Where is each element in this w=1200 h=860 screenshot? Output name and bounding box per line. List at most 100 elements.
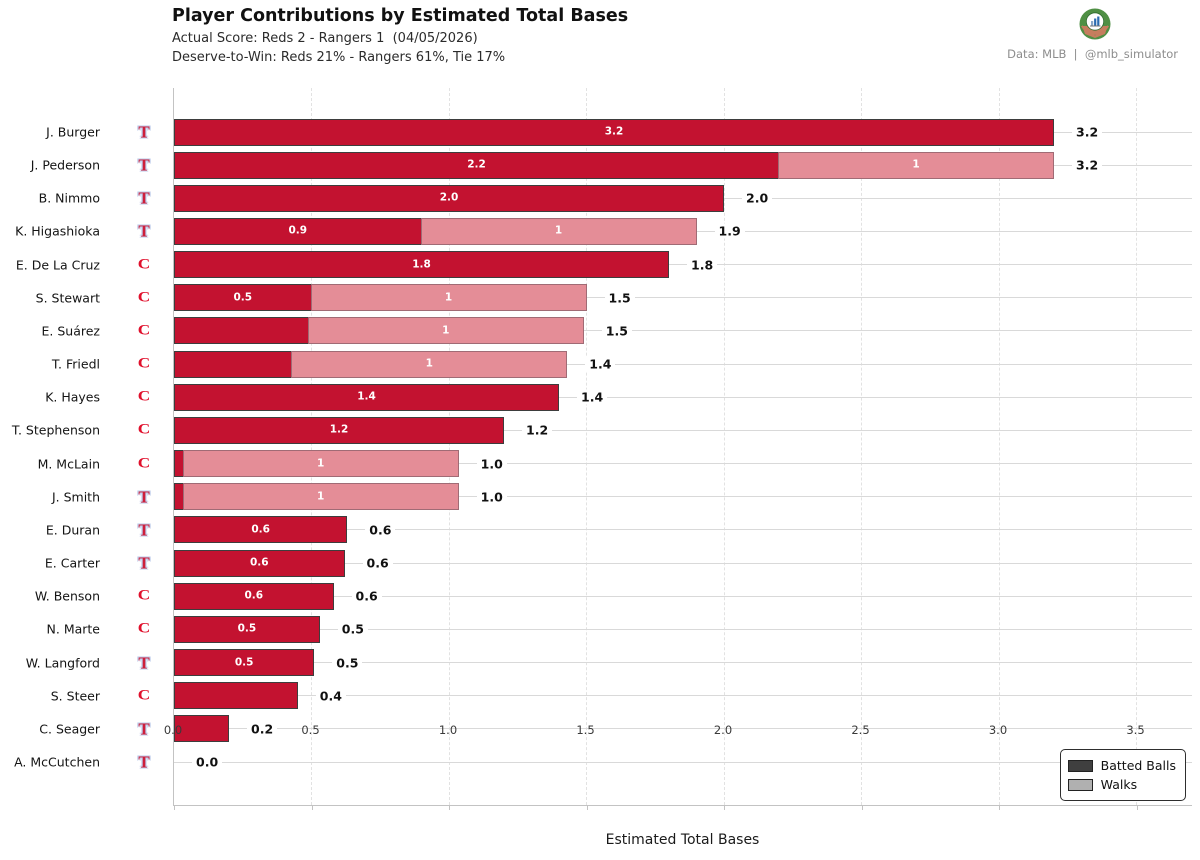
bar-value-label: 1 bbox=[316, 490, 325, 503]
player-name: J. Pederson bbox=[30, 157, 100, 173]
total-value-label: 1.8 bbox=[687, 257, 718, 273]
batted-bar-segment: 0.5 bbox=[174, 649, 315, 677]
total-value-label: 0.2 bbox=[247, 721, 278, 737]
reds-logo-icon: C bbox=[137, 620, 151, 637]
x-tick-mark bbox=[174, 806, 175, 810]
data-attribution: Data: MLB | @mlb_simulator bbox=[1007, 47, 1178, 61]
player-name: S. Steer bbox=[50, 688, 100, 704]
reds-logo-icon: C bbox=[137, 587, 151, 604]
reds-logo-icon: C bbox=[137, 388, 151, 405]
batted-bar-segment: 3.2 bbox=[174, 118, 1054, 146]
walks-bar-segment: 1 bbox=[182, 483, 459, 511]
player-name: T. Stephenson bbox=[11, 422, 100, 438]
walks-bar-segment: 1 bbox=[291, 350, 568, 378]
batted-bar-segment: 1.8 bbox=[174, 251, 669, 279]
player-name: W. Benson bbox=[34, 588, 100, 604]
total-value-label: 0.5 bbox=[337, 621, 368, 637]
bar-value-label: 0.5 bbox=[234, 656, 254, 669]
plot-area: Batted Balls Walks 3.2 3.2 2.2 1 3.2 2.0 2.0 0.… bbox=[173, 88, 1192, 810]
page-title: Player Contributions by Estimated Total … bbox=[172, 6, 629, 26]
legend-swatch-walks bbox=[1067, 778, 1093, 791]
player-name: J. Smith bbox=[51, 489, 100, 505]
total-value-label: 1.0 bbox=[476, 456, 507, 472]
total-value-label: 1.5 bbox=[601, 323, 632, 339]
row-line bbox=[174, 728, 1192, 730]
player-name: S. Stewart bbox=[35, 290, 100, 306]
legend-item-walks: Walks bbox=[1067, 775, 1176, 794]
x-tick-mark bbox=[449, 806, 450, 810]
player-name: T. Friedl bbox=[51, 356, 100, 372]
reds-logo-icon: C bbox=[137, 322, 151, 339]
subtitle-actual-score: Actual Score: Reds 2 - Rangers 1 (04/05/… bbox=[172, 31, 478, 46]
player-name: E. Duran bbox=[45, 522, 100, 538]
row-line bbox=[174, 695, 1192, 697]
bar-value-label: 0.9 bbox=[288, 224, 308, 237]
row-line bbox=[174, 264, 1192, 266]
row-line bbox=[174, 595, 1192, 597]
x-tick-label: 3.0 bbox=[988, 723, 1008, 737]
row-line bbox=[174, 662, 1192, 664]
row-line bbox=[174, 363, 1192, 365]
reds-logo-icon: C bbox=[137, 355, 151, 372]
walks-bar-segment: 1 bbox=[182, 450, 459, 478]
row-line bbox=[174, 396, 1192, 398]
rangers-logo-icon: T bbox=[138, 188, 150, 208]
x-tick-mark bbox=[586, 806, 588, 810]
x-tick-label: 0.5 bbox=[301, 723, 320, 737]
player-name: E. De La Cruz bbox=[15, 257, 100, 273]
bar-value-label: 2.0 bbox=[439, 191, 459, 204]
gridline-x bbox=[311, 88, 312, 805]
player-name: K. Hayes bbox=[45, 389, 100, 405]
total-value-label: 1.0 bbox=[476, 489, 507, 505]
bar-value-label: 0.5 bbox=[233, 291, 253, 304]
gridline-x bbox=[448, 88, 450, 805]
x-tick-mark bbox=[861, 806, 863, 810]
total-value-label: 0.6 bbox=[362, 555, 393, 571]
bar-value-label: 1 bbox=[912, 158, 920, 171]
player-name: A. McCutchen bbox=[14, 754, 100, 770]
total-value-label: 0.4 bbox=[315, 688, 346, 704]
gridline-x bbox=[1136, 88, 1137, 805]
row-line bbox=[174, 496, 1192, 498]
x-tick-mark bbox=[999, 806, 1000, 810]
batted-bar-segment: 0.5 bbox=[174, 284, 312, 312]
x-tick-mark bbox=[311, 806, 313, 810]
walks-bar-segment: 1 bbox=[307, 317, 584, 345]
player-name: M. McLain bbox=[37, 456, 100, 472]
total-value-label: 1.4 bbox=[577, 389, 608, 405]
row-line bbox=[174, 529, 1192, 531]
mlb-simulator-logo-icon bbox=[1079, 8, 1111, 40]
batted-bar-segment: 0.9 bbox=[174, 217, 422, 245]
batted-bar-segment: 0.6 bbox=[174, 516, 348, 544]
row-line bbox=[174, 429, 1192, 431]
x-axis-title: Estimated Total Bases bbox=[605, 832, 760, 848]
bar-value-label: 0.6 bbox=[249, 556, 269, 569]
legend: Batted Balls Walks bbox=[1059, 749, 1186, 801]
player-name: E. Suárez bbox=[41, 323, 100, 339]
total-value-label: 0.6 bbox=[351, 588, 382, 604]
gridline-x bbox=[998, 88, 1000, 805]
batted-bar-segment bbox=[174, 715, 229, 743]
batted-bar-segment bbox=[174, 682, 298, 710]
total-value-label: 0.5 bbox=[332, 655, 363, 671]
batted-bar-segment: 0.6 bbox=[174, 582, 334, 610]
reds-logo-icon: C bbox=[137, 256, 151, 273]
rangers-logo-icon: T bbox=[138, 122, 150, 142]
bar-value-label: 1 bbox=[425, 357, 433, 370]
rangers-logo-icon: T bbox=[138, 487, 150, 507]
subtitle-deserve-to-win: Deserve-to-Win: Reds 21% - Rangers 61%, … bbox=[172, 50, 506, 65]
bar-value-label: 2.2 bbox=[467, 158, 486, 171]
batted-bar-segment: 2.0 bbox=[174, 184, 724, 212]
total-value-label: 1.9 bbox=[714, 223, 745, 239]
total-value-label: 2.0 bbox=[742, 190, 773, 206]
x-tick-label: 0.0 bbox=[163, 723, 183, 737]
row-line bbox=[174, 297, 1192, 299]
row-line bbox=[174, 463, 1192, 465]
reds-logo-icon: C bbox=[137, 687, 151, 704]
total-value-label: 1.5 bbox=[604, 290, 635, 306]
bar-value-label: 1 bbox=[444, 291, 453, 304]
bar-value-label: 1 bbox=[316, 457, 325, 470]
player-name: J. Burger bbox=[46, 124, 100, 140]
batted-bar-segment: 2.2 bbox=[174, 151, 779, 179]
y-axis-player-labels: J. Burger T J. Pederson T B. Nimmo T K. Higash… bbox=[0, 88, 173, 806]
